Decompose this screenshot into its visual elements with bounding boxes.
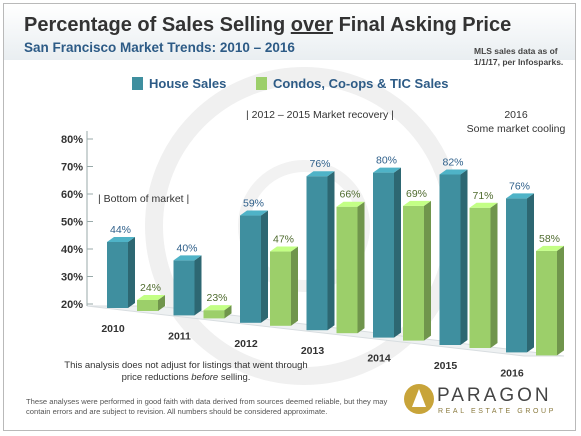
legend-swatch-condo	[256, 77, 267, 90]
bar	[137, 300, 158, 311]
bar	[506, 198, 527, 353]
bar-side	[557, 245, 564, 356]
bar	[240, 215, 261, 323]
value-label: 47%	[273, 234, 294, 246]
value-label: 58%	[539, 233, 560, 245]
bar-side	[194, 255, 202, 316]
bar	[536, 250, 557, 356]
bar	[439, 174, 461, 345]
bar-side	[158, 295, 165, 311]
title-part: Final Asking Price	[333, 14, 512, 36]
y-tick-label: 40%	[61, 244, 83, 256]
y-tick-label: 50%	[61, 217, 83, 229]
annotation-year-2016: 2016	[504, 109, 528, 121]
y-tick-label: 30%	[61, 272, 83, 284]
value-label: 80%	[376, 155, 397, 167]
x-tick-label: 2016	[500, 367, 524, 379]
bar-side	[424, 200, 431, 341]
x-tick-label: 2014	[367, 353, 391, 365]
value-label: 23%	[206, 292, 227, 304]
bar-side	[527, 193, 534, 353]
bar-side	[357, 201, 365, 334]
bar-top	[336, 201, 365, 207]
value-label: 40%	[176, 242, 197, 254]
bar	[306, 176, 328, 331]
y-tick-label: 20%	[61, 299, 83, 311]
title-emphasis: over	[290, 14, 334, 36]
bar-side	[291, 246, 298, 326]
bar-top	[536, 245, 564, 251]
x-tick-label: 2015	[434, 360, 458, 372]
bar-top	[203, 305, 232, 311]
y-tick-label: 60%	[61, 189, 83, 201]
chart-title: Percentage of Sales Selling over Final A…	[24, 14, 511, 37]
value-label: 82%	[442, 157, 463, 169]
y-tick-label: 70%	[61, 162, 83, 174]
x-tick-label: 2010	[101, 323, 125, 335]
x-tick-label: 2013	[301, 345, 325, 357]
annotation-market-cooling: Some market cooling	[467, 123, 566, 135]
legend-swatch-house	[132, 77, 143, 90]
bar-top	[506, 193, 534, 199]
disclaimer-text: These analyses were performed in good fa…	[26, 397, 388, 416]
value-label: 59%	[243, 198, 264, 210]
y-tick-label: 80%	[61, 134, 83, 146]
annotation-bottom-of-market: | Bottom of market |	[98, 193, 189, 205]
value-label: 24%	[140, 282, 161, 294]
legend-label-house: House Sales	[149, 76, 226, 91]
value-label: 44%	[110, 224, 131, 236]
bar-side	[327, 171, 335, 331]
header-band	[4, 4, 575, 60]
paragon-logo-icon	[404, 384, 434, 414]
legend-label-condo: Condos, Co-ops & TIC Sales	[273, 76, 449, 91]
bar	[336, 206, 358, 334]
bar-side	[261, 210, 268, 323]
analysis-note: This analysis does not adjust for listin…	[61, 360, 311, 384]
note-part: selling.	[218, 372, 251, 383]
bar-top	[107, 237, 135, 242]
bar-side	[460, 169, 468, 345]
bar-side	[128, 237, 135, 308]
bar	[270, 251, 291, 326]
bar-side	[394, 167, 401, 338]
value-label: 69%	[406, 188, 427, 200]
title-part: Percentage of Sales Selling	[24, 14, 291, 36]
bar	[203, 310, 225, 319]
logo-tagline: REAL ESTATE GROUP	[438, 408, 556, 415]
x-tick-label: 2012	[234, 338, 258, 350]
value-label: 76%	[509, 180, 530, 192]
bar	[403, 205, 424, 341]
bar	[107, 242, 128, 308]
bar	[373, 172, 394, 338]
bar-top	[137, 295, 165, 300]
source-note: MLS sales data as of 1/1/17, per Infospa…	[474, 46, 564, 67]
bar-top	[270, 246, 298, 252]
chart-subtitle: San Francisco Market Trends: 2010 – 2016	[24, 40, 295, 55]
chart-frame: 20% 30% 40% 50% 60% 70% 80% 44% 24% 2010 40% 23% 201…	[3, 3, 576, 431]
bar-side	[490, 202, 498, 348]
logo-name: PARAGON	[437, 385, 552, 406]
value-label: 66%	[339, 189, 360, 201]
value-label: 76%	[309, 158, 330, 170]
paragon-logo: PARAGON REAL ESTATE GROUP	[400, 382, 570, 422]
bar-top	[439, 169, 468, 175]
value-label: 71%	[472, 190, 493, 202]
x-tick-label: 2011	[168, 330, 191, 342]
bar-top	[403, 200, 431, 206]
bar-top	[173, 255, 202, 261]
bar-top	[469, 202, 498, 208]
bar	[173, 260, 195, 316]
note-part: This analysis does not adjust for listin…	[64, 360, 308, 383]
bar-chart: 20% 30% 40% 50% 60% 70% 80% 44% 24% 2010 40% 23% 201…	[61, 67, 566, 385]
bar-side	[224, 305, 232, 319]
note-emphasis: before	[191, 372, 219, 383]
bar	[469, 207, 491, 348]
bar-top	[240, 210, 268, 216]
bar-top	[373, 167, 401, 173]
annotation-market-recovery: | 2012 – 2015 Market recovery |	[246, 109, 394, 121]
bar-top	[306, 171, 335, 177]
